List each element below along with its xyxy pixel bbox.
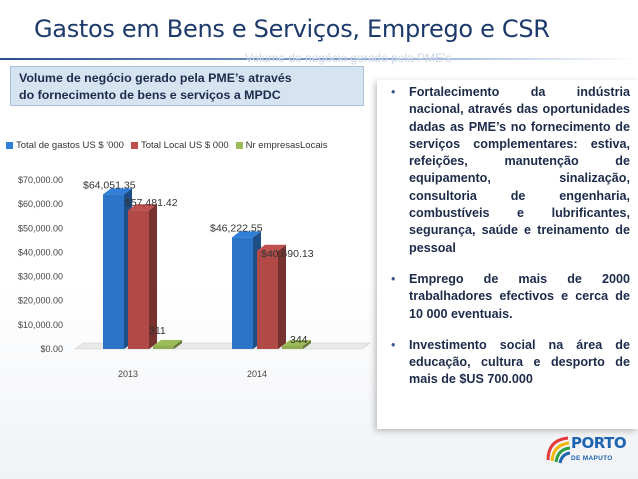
bar-top-2014-2 <box>282 340 311 346</box>
data-label: 311 <box>149 325 166 337</box>
legend-label-total-gastos: Total de gastos US $ '000 <box>16 140 124 151</box>
bullet-text: Fortalecimento da indústria nacional, at… <box>409 85 630 255</box>
bullet-item: • Investimento social na área de educaçã… <box>385 337 630 389</box>
y-tick-label: $0.00 <box>40 344 63 354</box>
bullet-item: • Fortalecimento da indústria nacional, … <box>385 84 630 257</box>
title-divider <box>0 58 638 60</box>
bar-2013-1 <box>128 210 149 349</box>
y-tick-label: $50,000.00 <box>18 223 63 233</box>
legend-swatch-blue <box>6 142 13 149</box>
data-label: $64,051.35 <box>83 179 136 191</box>
logo-sub: DE MAPUTO <box>571 455 613 462</box>
legend-label-total-local: Total Local US $ 000 <box>140 140 229 151</box>
logo-name: PORTO <box>571 434 627 452</box>
y-tick-label: $60,000.00 <box>18 199 63 209</box>
bar-side-2013-2 <box>174 340 182 349</box>
ghost-text: Volume de negócio gerado pela PME's <box>245 51 452 65</box>
legend-label-nr-empresas: Nr empresasLocais <box>245 140 328 151</box>
porto-de-maputo-logo: PORTO DE MAPUTO <box>545 432 627 472</box>
bullet-text: Investimento social na área de educação,… <box>409 337 630 387</box>
legend-swatch-red <box>130 142 138 149</box>
bar-2014-1 <box>257 250 278 349</box>
bullet-text: Emprego de mais de 2000 trabalhadores ef… <box>409 271 630 321</box>
bar-side-2014-2 <box>303 340 311 349</box>
legend-item-total-gastos: Total de gastos US $ '000 <box>6 140 124 151</box>
data-label: $46,222.55 <box>210 222 263 234</box>
bullet-dot-icon: • <box>391 85 396 99</box>
y-tick-label: $10,000.00 <box>18 320 63 330</box>
y-tick-label: $30,000.00 <box>18 272 63 282</box>
bullet-item: • Emprego de mais de 2000 trabalhadores … <box>385 271 630 323</box>
bar-top-2013-2 <box>153 340 182 346</box>
bullet-panel: • Fortalecimento da indústria nacional, … <box>377 80 638 429</box>
logo-arc-icon <box>546 436 571 464</box>
bar-side-2013-1 <box>149 204 157 349</box>
legend-swatch-green <box>235 142 243 149</box>
legend-item-nr-empresas: Nr empresasLocais <box>235 140 328 151</box>
data-label: 344 <box>290 334 308 346</box>
chart-legend: Total de gastos US $ '000 Total Local US… <box>6 140 334 151</box>
subtitle-box: Volume de negócio gerado pela PME’s atra… <box>10 66 364 106</box>
data-label: $40,690.13 <box>261 248 314 260</box>
bar-top-2014-0 <box>232 231 261 238</box>
bar-2014-2 <box>282 346 303 349</box>
bar-side-2014-1 <box>278 244 286 349</box>
bar-chart: $0.00 $10,000.00 $20,000.00 $30,000.00 $40,0… <box>18 175 371 379</box>
data-label: $57,481.42 <box>125 197 178 209</box>
y-tick-label: $70,000.00 <box>18 175 63 185</box>
bar-2014-0 <box>232 237 253 349</box>
bullet-dot-icon: • <box>391 337 396 352</box>
subtitle-line-2: do fornecimento de bens e serviços a MPD… <box>19 88 281 102</box>
bar-2013-0 <box>103 194 124 349</box>
bar-2013-2 <box>153 346 174 349</box>
slide-title: Gastos em Bens e Serviços, Emprego e CSR <box>34 15 550 43</box>
x-tick-label: 2013 <box>118 369 138 379</box>
bar-top-2014-1 <box>257 244 286 251</box>
x-tick-label: 2014 <box>247 369 267 379</box>
bar-top-2013-1 <box>128 204 157 211</box>
y-tick-label: $40,000.00 <box>18 247 63 257</box>
bar-top-2013-0 <box>103 188 132 195</box>
legend-item-total-local: Total Local US $ 000 <box>130 140 229 151</box>
subtitle-line-1: Volume de negócio gerado pela PME’s atra… <box>19 71 292 85</box>
bullet-dot-icon: • <box>391 271 396 286</box>
y-tick-label: $20,000.00 <box>18 296 63 306</box>
